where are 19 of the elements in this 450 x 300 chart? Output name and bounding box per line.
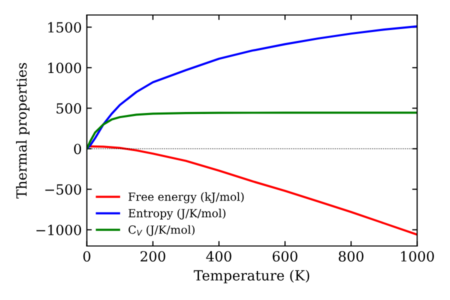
y-axis-title: Thermal properties [16,63,30,199]
y-tick-label: 500 [56,103,82,114]
legend-label: Free energy (kJ/mol) [128,192,244,204]
x-tick-label: 200 [140,251,166,262]
x-tick-label: 600 [272,251,298,262]
x-tick-label: 1000 [401,251,434,262]
y-tick-label: 0 [74,144,82,154]
x-tick-label: 400 [206,251,232,262]
y-tick-label: 1500 [48,22,82,33]
line-series [86,25,418,150]
legend-label: C$_{V}$ (J/K/mol) [128,225,195,236]
x-tick-label: 800 [338,251,364,262]
x-axis-title: Temperature (K) [194,270,310,284]
y-tick-label: −1000 [36,224,82,236]
line-series [86,112,418,150]
legend-label: Entropy (J/K/mol) [128,208,226,220]
y-tick-label: 1000 [48,62,82,74]
y-tick-label: −500 [45,184,82,195]
x-tick-label: 0 [83,251,90,262]
